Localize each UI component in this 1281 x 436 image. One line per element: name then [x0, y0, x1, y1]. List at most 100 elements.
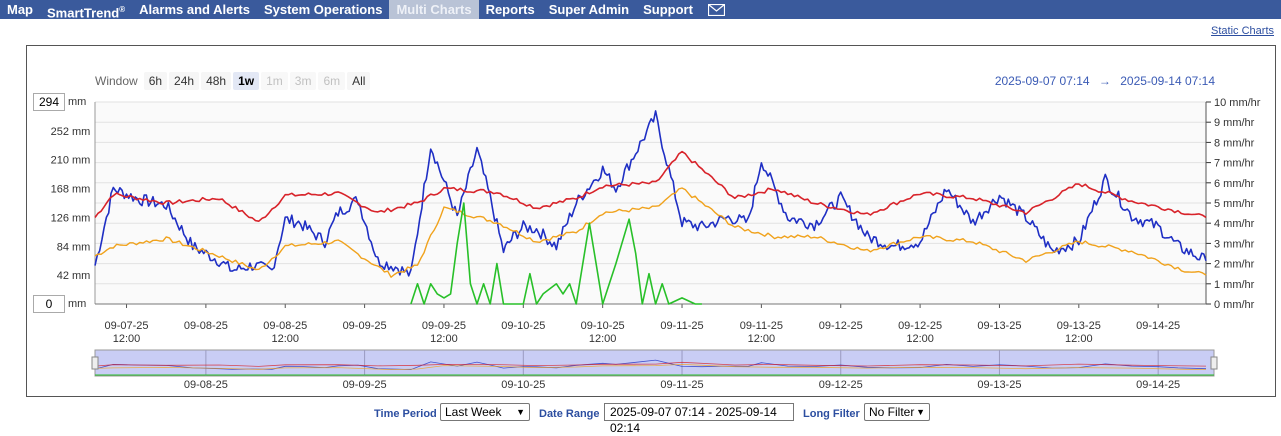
y-left-tick-label: 42	[57, 270, 69, 282]
navigator-right-handle[interactable]	[1210, 356, 1218, 370]
window-button-6h[interactable]: 6h	[143, 72, 168, 90]
y-left-tick-unit: mm	[72, 155, 90, 167]
navigator-tick-label: 09-10-25	[501, 379, 545, 391]
y-right-tick-label: 2 mm/hr	[1214, 259, 1255, 271]
date-range-input[interactable]: 2025-09-07 07:14 - 2025-09-14 02:14	[604, 403, 794, 435]
y-left-tick-label: 210	[51, 155, 69, 167]
y-right-tick-label: 7 mm/hr	[1214, 158, 1255, 170]
x-tick-label-time: 12:00	[1065, 333, 1093, 345]
nav-item-label: Map	[7, 2, 33, 17]
nav-item-label: Super Admin	[548, 2, 630, 17]
chart-controls: Time Period Last Week ▼ Date Range 2025-…	[0, 403, 1281, 435]
range-to: 2025-09-14 07:14	[1120, 74, 1215, 88]
y-left-tick-unit: mm	[72, 241, 90, 253]
window-selector: Window 6h 24h 48h 1w 1m 3m 6m All	[95, 72, 372, 90]
window-button-all[interactable]: All	[347, 72, 371, 90]
window-button-1w[interactable]: 1w	[233, 72, 260, 90]
static-charts-link[interactable]: Static Charts	[1211, 25, 1274, 37]
y-right-tick-label: 10 mm/hr	[1214, 97, 1261, 109]
x-tick-label-date: 09-09-25	[422, 320, 466, 332]
long-filter-select[interactable]: No Filter ▼	[864, 403, 930, 421]
nav-item-system-operations[interactable]: System Operations	[257, 0, 390, 19]
window-button-6m: 6m	[318, 72, 346, 90]
nav-item-map[interactable]: Map	[0, 0, 40, 19]
top-navigation: Map SmartTrend® Alarms and Alerts System Op…	[0, 0, 1281, 21]
y-left-tick-label: 84	[57, 241, 69, 253]
nav-item-super-admin[interactable]: Super Admin	[542, 0, 636, 19]
envelope-icon[interactable]	[700, 0, 733, 19]
nav-item-label: Reports	[485, 2, 535, 17]
y-left-tick-label: 168	[51, 184, 69, 196]
y-right-tick-label: 8 mm/hr	[1214, 137, 1255, 149]
y-right-tick-label: 9 mm/hr	[1214, 117, 1255, 129]
x-tick-label-date: 09-11-25	[740, 320, 783, 332]
y-left-tick-unit: mm	[72, 212, 90, 224]
navigator-series-1	[94, 361, 1207, 367]
x-tick-label-time: 12:00	[589, 333, 617, 345]
x-tick-label-date: 09-08-25	[184, 320, 228, 332]
x-tick-label-date: 09-10-25	[501, 320, 545, 332]
y-min-input[interactable]: 0	[33, 295, 65, 313]
x-tick-label-date: 09-07-25	[104, 320, 148, 332]
nav-item-label: Support	[643, 2, 693, 17]
y-left-tick-unit: mm	[72, 126, 90, 138]
x-tick-label-time: 12:00	[906, 333, 934, 345]
y-right-tick-label: 0 mm/hr	[1214, 299, 1255, 311]
window-button-3m: 3m	[289, 72, 317, 90]
chevron-down-icon: ▼	[916, 407, 925, 417]
x-tick-label-time: 12:00	[271, 333, 299, 345]
time-period-select[interactable]: Last Week ▼	[440, 403, 530, 421]
y-max-input[interactable]: 294	[33, 93, 65, 111]
y-right-tick-label: 1 mm/hr	[1214, 279, 1255, 291]
nav-item-smarttrend[interactable]: SmartTrend®	[40, 0, 132, 21]
chevron-down-icon: ▼	[516, 407, 525, 417]
series-line-1	[94, 150, 1207, 222]
long-filter-label: Long Filter	[803, 408, 860, 420]
y-right-tick-label: 5 mm/hr	[1214, 198, 1255, 210]
range-arrow-icon: →	[1098, 74, 1111, 88]
y-min-unit: mm	[68, 298, 87, 310]
y-left-tick-unit: mm	[72, 184, 90, 196]
navigator-left-handle[interactable]	[91, 356, 99, 370]
series-line-0	[94, 110, 1207, 277]
navigator-tick-label: 09-09-25	[343, 379, 387, 391]
navigator-tick-label: 09-13-25	[977, 379, 1021, 391]
y-left-tick-label: 252	[51, 126, 69, 138]
series-line-3	[410, 202, 702, 305]
series-line-2	[94, 187, 1207, 278]
window-label: Window	[95, 74, 138, 88]
navigator-tick-label: 09-12-25	[819, 379, 863, 391]
long-filter-value: No Filter	[869, 405, 915, 419]
navigator-series-2	[94, 363, 1207, 371]
nav-item-label: SmartTrend	[47, 5, 120, 21]
x-tick-label-date: 09-08-25	[263, 320, 307, 332]
window-button-48h[interactable]: 48h	[201, 72, 232, 90]
x-tick-label-date: 09-14-25	[1136, 320, 1180, 332]
nav-item-reports[interactable]: Reports	[479, 0, 542, 19]
window-button-1m: 1m	[261, 72, 288, 90]
window-button-24h[interactable]: 24h	[169, 72, 200, 90]
range-from: 2025-09-07 07:14	[994, 74, 1090, 88]
nav-item-support[interactable]: Support	[636, 0, 700, 19]
y-max-unit: mm	[68, 96, 87, 108]
y-left-tick-unit: mm	[72, 270, 90, 282]
date-range-label: Date Range	[539, 408, 600, 420]
y-right-tick-label: 3 mm/hr	[1214, 238, 1255, 250]
nav-item-label: Alarms and Alerts	[139, 2, 250, 17]
time-period-value: Last Week	[445, 405, 502, 419]
x-tick-label-time: 12:00	[113, 333, 141, 345]
multi-chart-panel: Window 6h 24h 48h 1w 1m 3m 6m All 2025-09-07 07…	[26, 45, 1276, 397]
nav-item-label: System Operations	[263, 2, 383, 17]
x-tick-label-date: 09-12-25	[819, 320, 863, 332]
x-tick-label-time: 12:00	[748, 333, 776, 345]
x-tick-label-time: 12:00	[430, 333, 458, 345]
time-period-label: Time Period	[374, 408, 437, 420]
nav-item-label: Multi Charts	[396, 2, 472, 17]
registered-mark: ®	[119, 5, 126, 14]
navigator-background[interactable]	[94, 349, 1215, 377]
nav-item-alarms-and-alerts[interactable]: Alarms and Alerts	[132, 0, 257, 19]
nav-item-multi-charts[interactable]: Multi Charts	[389, 0, 479, 19]
navigator-tick-label: 09-14-25	[1136, 379, 1180, 391]
x-tick-label-date: 09-12-25	[898, 320, 942, 332]
